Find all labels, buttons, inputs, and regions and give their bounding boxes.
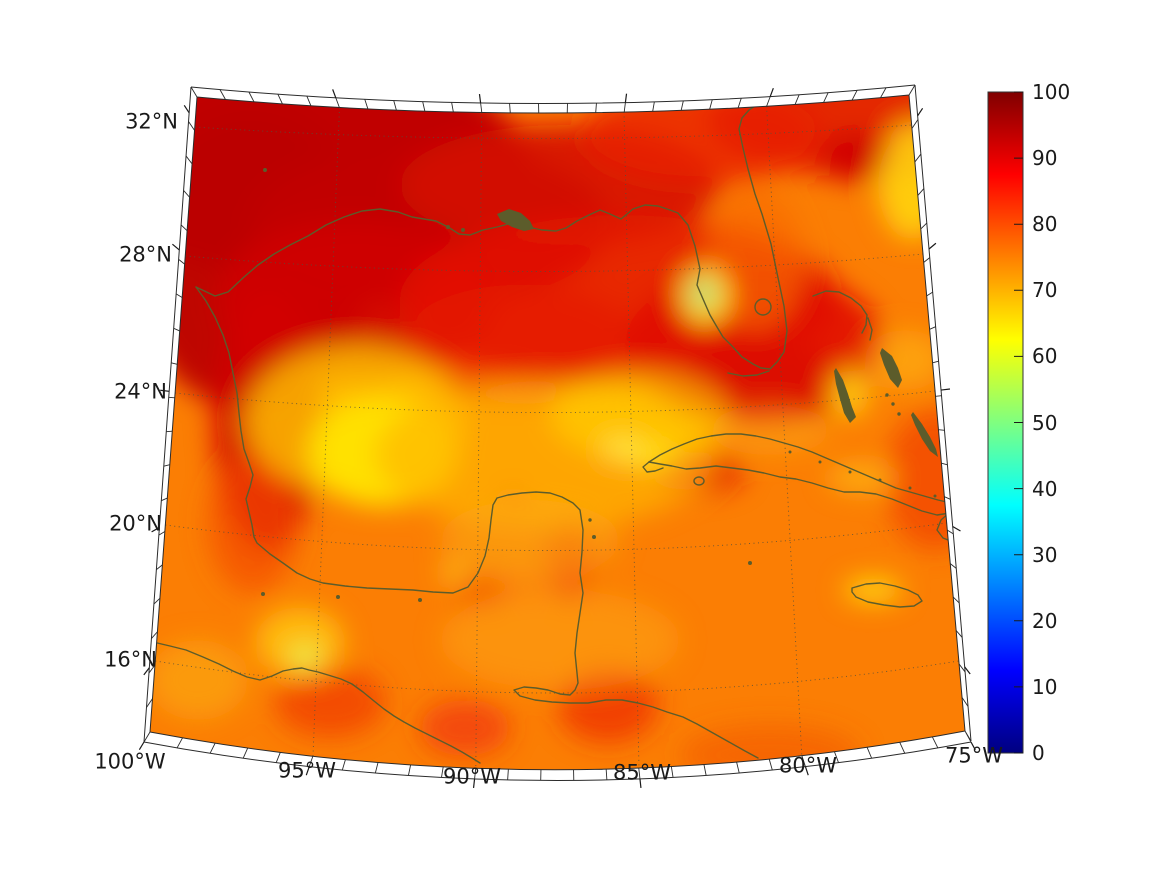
lat-label-28n: 28°N [119,242,172,267]
coast-mexico-pacific [152,641,481,764]
lat-label-24n: 24°N [114,379,167,404]
coast-mexico-gulf-yucatan [195,286,759,759]
lon-label-80w: 80°W [779,753,837,778]
lat-label-20n: 20°N [109,511,162,536]
coast-florida-keys [727,370,770,377]
mississippi-delta [497,209,534,231]
island-eleuthera [880,348,902,388]
lon-label-75w: 75°W [945,743,1003,768]
cb-label-40: 40 [1032,477,1058,501]
coast-cuba-north [648,433,960,507]
coast-cuba-south [648,461,960,516]
island-andros [834,368,856,423]
map-frame [138,84,976,788]
lon-label-90w: 90°W [443,764,501,789]
cb-label-20: 20 [1032,609,1058,633]
isle-of-youth [693,476,705,486]
lon-label-95w: 95°W [278,758,336,783]
colorbar [987,91,1024,754]
lon-label-100w: 100°W [94,749,166,774]
lat-label-32n: 32°N [125,109,178,134]
island-long-island [911,412,938,457]
islands-filled [261,168,938,602]
lake-okeechobee [754,298,772,316]
lon-label-85w: 85°W [613,760,671,785]
cb-label-30: 30 [1032,543,1058,567]
coast-cuba-west-hook [642,461,664,473]
cb-label-90: 90 [1032,146,1058,170]
coast-jamaica [851,582,923,608]
cb-label-80: 80 [1032,212,1058,236]
cb-label-70: 70 [1032,278,1058,302]
cb-label-0: 0 [1032,741,1045,765]
cb-label-100: 100 [1032,80,1071,104]
graticule-gridlines [155,106,959,769]
colorbar-ticks [1014,91,1023,754]
cb-label-60: 60 [1032,344,1058,368]
lat-label-16n: 16°N [104,647,157,672]
coast-us-gulf-florida [195,98,788,370]
cb-label-50: 50 [1032,411,1058,435]
cb-label-10: 10 [1032,675,1058,699]
